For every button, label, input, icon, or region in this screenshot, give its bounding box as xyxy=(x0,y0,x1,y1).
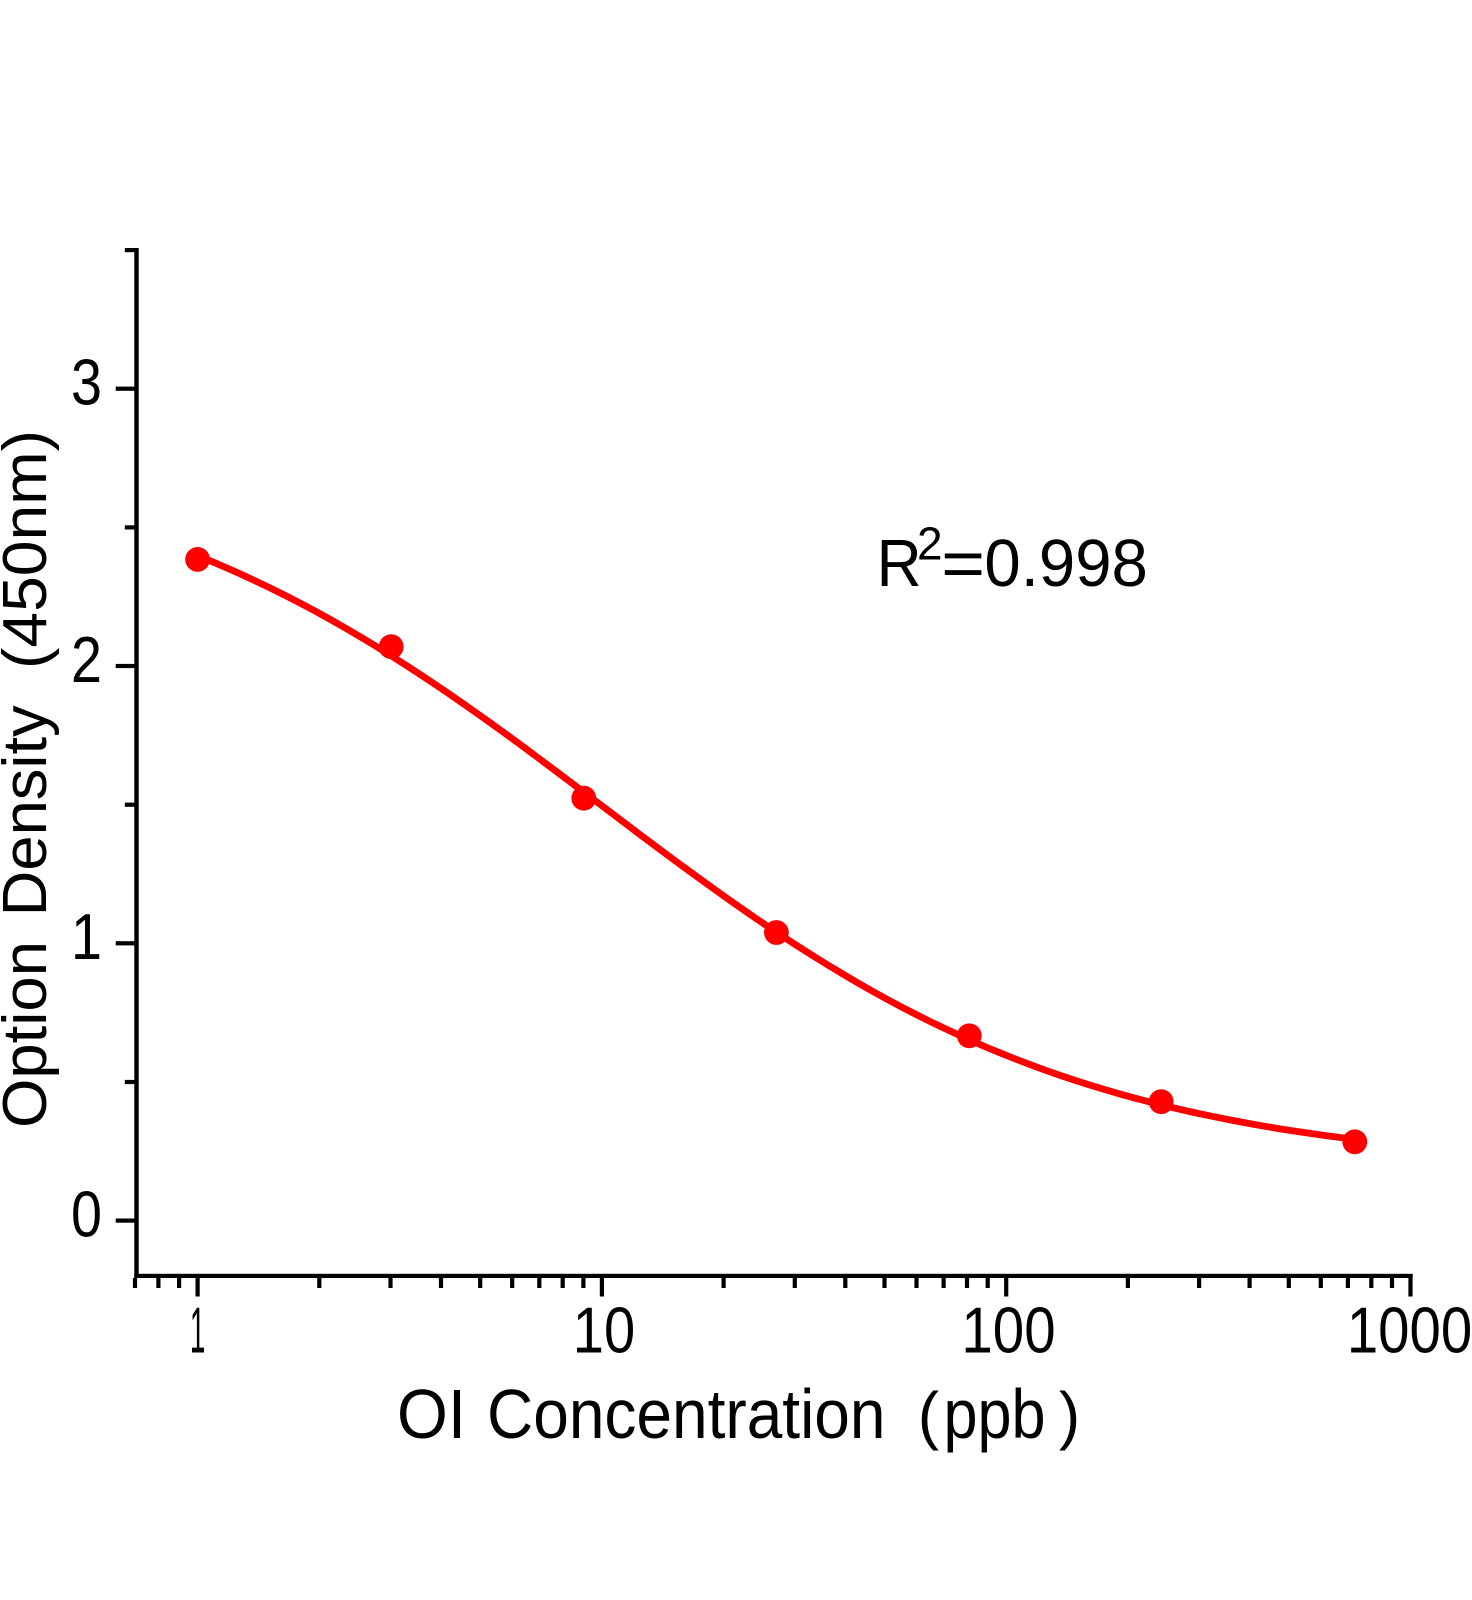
svg-text:1: 1 xyxy=(190,1294,206,1367)
svg-text:100: 100 xyxy=(961,1294,1055,1367)
svg-text:3: 3 xyxy=(71,346,102,419)
svg-text:ppb: ppb xyxy=(944,1375,1046,1453)
svg-text:Density: Density xyxy=(0,705,60,916)
svg-text:2: 2 xyxy=(71,623,102,696)
svg-text:Option: Option xyxy=(0,941,60,1128)
svg-text:1: 1 xyxy=(71,900,102,973)
svg-text:Concentration: Concentration xyxy=(487,1375,886,1453)
svg-text:1000: 1000 xyxy=(1347,1294,1472,1367)
svg-text:0: 0 xyxy=(71,1178,102,1251)
svg-text:0.998: 0.998 xyxy=(984,526,1148,601)
svg-text:(450nm): (450nm) xyxy=(0,430,60,669)
svg-text:R: R xyxy=(877,526,922,601)
svg-text:): ) xyxy=(1059,1379,1080,1451)
svg-text:(: ( xyxy=(918,1379,939,1451)
svg-text:=: = xyxy=(941,526,985,601)
svg-text:OI: OI xyxy=(397,1375,466,1453)
svg-text:10: 10 xyxy=(573,1294,635,1367)
svg-text:2: 2 xyxy=(917,518,943,570)
